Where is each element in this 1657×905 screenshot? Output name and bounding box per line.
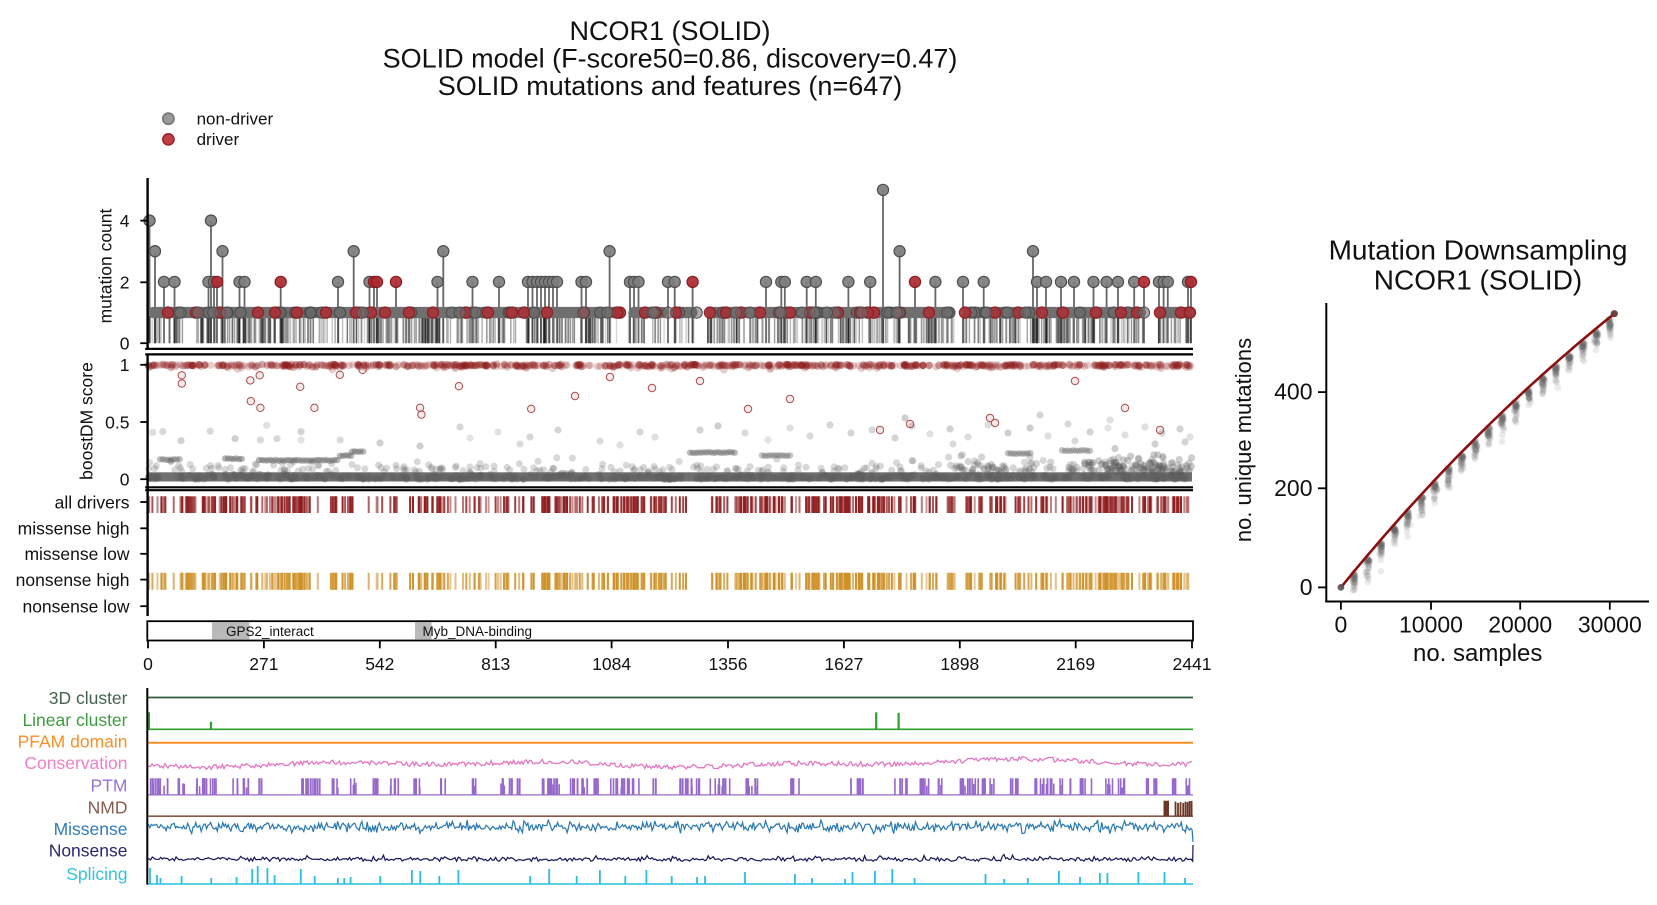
svg-text:200: 200 <box>1274 475 1312 501</box>
svg-text:542: 542 <box>365 654 394 674</box>
svg-text:0: 0 <box>1300 574 1313 600</box>
svg-text:Nonsense: Nonsense <box>49 840 128 860</box>
svg-text:nonsense high: nonsense high <box>16 570 130 590</box>
svg-text:0: 0 <box>143 654 153 674</box>
svg-text:20000: 20000 <box>1488 611 1552 637</box>
svg-text:missense low: missense low <box>24 544 129 564</box>
svg-text:Conservation: Conservation <box>24 753 127 773</box>
svg-text:nonsense low: nonsense low <box>22 597 129 617</box>
svg-text:4: 4 <box>120 211 130 231</box>
svg-text:no. unique mutations: no. unique mutations <box>1231 338 1256 542</box>
svg-text:0: 0 <box>120 470 130 490</box>
svg-text:NCOR1 (SOLID): NCOR1 (SOLID) <box>1374 265 1582 296</box>
svg-text:mutation count: mutation count <box>96 208 116 323</box>
svg-text:all drivers: all drivers <box>55 492 130 512</box>
svg-text:1: 1 <box>120 355 130 375</box>
svg-text:0: 0 <box>1335 611 1348 637</box>
svg-text:non-driver: non-driver <box>197 109 274 128</box>
svg-text:0: 0 <box>120 334 130 354</box>
svg-text:400: 400 <box>1274 379 1312 405</box>
svg-text:PFAM domain: PFAM domain <box>18 731 128 751</box>
svg-text:missense high: missense high <box>18 519 130 539</box>
svg-text:Myb_DNA-binding: Myb_DNA-binding <box>423 624 533 639</box>
svg-text:1084: 1084 <box>592 654 631 674</box>
svg-text:Linear cluster: Linear cluster <box>22 710 127 730</box>
svg-text:3D cluster: 3D cluster <box>49 688 128 708</box>
svg-text:10000: 10000 <box>1399 611 1463 637</box>
svg-text:PTM: PTM <box>91 775 128 795</box>
svg-text:SOLID mutations and features (: SOLID mutations and features (n=647) <box>438 71 903 101</box>
svg-text:Missense: Missense <box>54 819 128 839</box>
svg-text:GPS2_interact: GPS2_interact <box>226 624 314 639</box>
svg-text:2169: 2169 <box>1056 654 1095 674</box>
svg-text:2441: 2441 <box>1173 654 1212 674</box>
svg-text:no. samples: no. samples <box>1413 640 1542 667</box>
svg-text:Mutation Downsampling: Mutation Downsampling <box>1329 235 1628 266</box>
svg-text:1898: 1898 <box>940 654 979 674</box>
svg-text:driver: driver <box>197 130 240 149</box>
svg-text:0.5: 0.5 <box>105 412 129 432</box>
svg-text:boostDM score: boostDM score <box>77 362 97 480</box>
svg-text:1356: 1356 <box>709 654 748 674</box>
svg-text:813: 813 <box>481 654 510 674</box>
svg-text:30000: 30000 <box>1578 611 1642 637</box>
svg-text:271: 271 <box>249 654 278 674</box>
svg-text:NMD: NMD <box>88 798 128 818</box>
svg-text:NCOR1 (SOLID): NCOR1 (SOLID) <box>569 16 770 46</box>
svg-text:1627: 1627 <box>824 654 863 674</box>
svg-text:2: 2 <box>120 273 130 293</box>
svg-text:SOLID model (F-score50=0.86, d: SOLID model (F-score50=0.86, discovery=0… <box>383 44 958 74</box>
svg-text:Splicing: Splicing <box>66 864 127 884</box>
